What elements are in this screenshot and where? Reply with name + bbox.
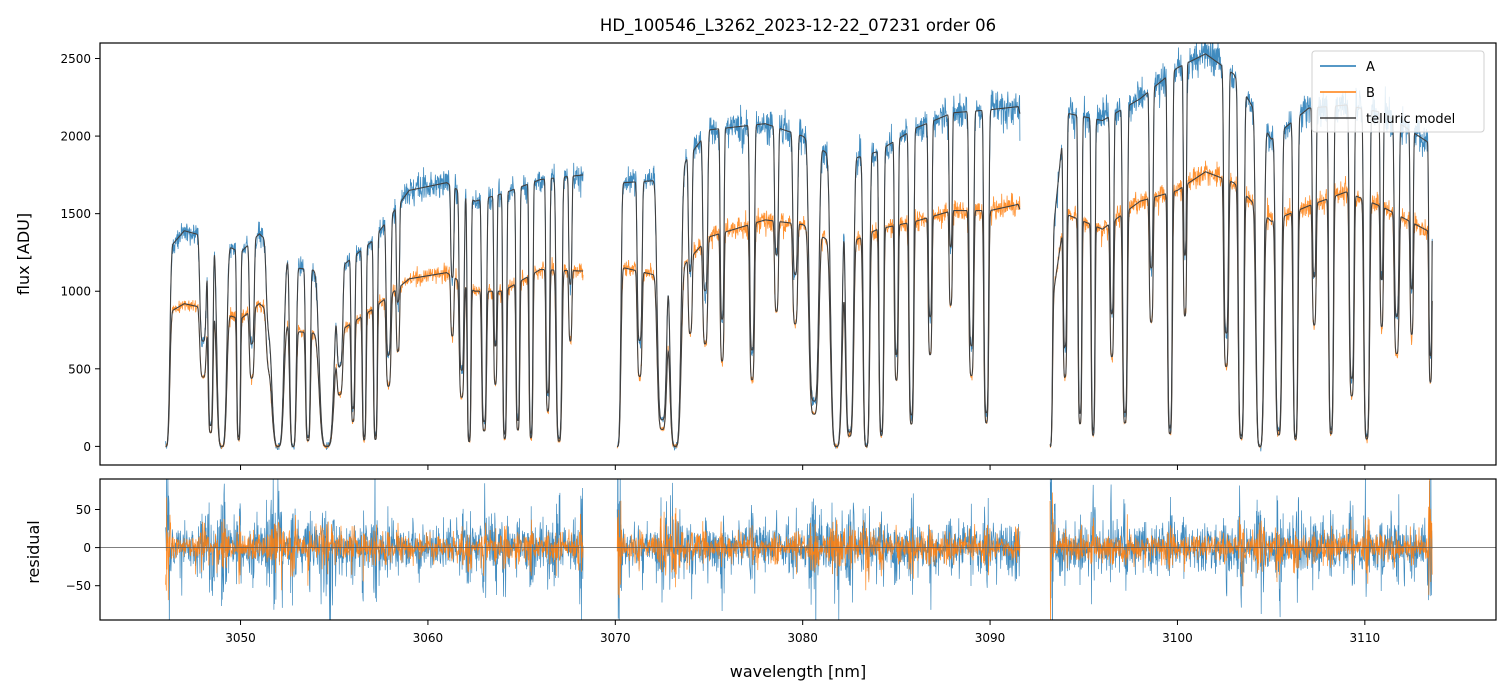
series-a-line-1 (616, 89, 1021, 451)
residual-ytick-label-0: 0 (83, 541, 91, 555)
residual-b-line-0 (165, 497, 584, 601)
legend: A B telluric model (1311, 50, 1485, 133)
model-a-line-1 (617, 106, 1021, 447)
residual-xtick-label-3090: 3090 (975, 631, 1006, 645)
model-b-line-2 (1049, 171, 1433, 447)
residual-xtick-label-3080: 3080 (787, 631, 818, 645)
flux-panel-frame (99, 42, 1497, 466)
flux-ytick-label-500: 500 (68, 362, 91, 376)
legend-label-b: B (1366, 86, 1375, 101)
model-b-line-0 (165, 268, 584, 447)
chart-title: HD_100546_L3262_2023-12-22_07231 order 0… (600, 16, 996, 36)
residual-a-line-1 (616, 479, 1021, 620)
flux-ytick-label-1000: 1000 (60, 285, 91, 299)
flux-ytick-label-2500: 2500 (60, 52, 91, 66)
legend-label-a: A (1366, 60, 1375, 75)
residual-b-line-1 (616, 500, 1021, 599)
legend-label-model: telluric model (1366, 112, 1455, 127)
flux-ylabel: flux [ADU] (14, 213, 33, 295)
legend-box (1311, 50, 1485, 133)
residual-panel: −50 0 50 3050 3060 3070 3080 3090 3100 3110 resi… (24, 478, 1497, 681)
residual-ylabel: residual (24, 520, 43, 583)
residual-xlabel: wavelength [nm] (730, 662, 867, 681)
residual-xtick-label-3100: 3100 (1162, 631, 1193, 645)
flux-panel: 0 500 1000 1500 2000 2500 flux [ADU] (14, 42, 1497, 470)
residual-xtick-label-3060: 3060 (413, 631, 444, 645)
residual-xtick-label-3070: 3070 (600, 631, 631, 645)
residual-b-line-2 (1049, 479, 1433, 620)
model-b-line-1 (617, 203, 1021, 447)
residual-ytick-label--50: −50 (66, 579, 91, 593)
residual-panel-frame (99, 478, 1497, 621)
residual-xtick-label-3110: 3110 (1350, 631, 1381, 645)
residual-xtick-label-3050: 3050 (225, 631, 256, 645)
residual-ytick-label-50: 50 (76, 503, 91, 517)
flux-ytick-label-1500: 1500 (60, 207, 91, 221)
flux-ytick-label-2000: 2000 (60, 130, 91, 144)
flux-ytick-label-0: 0 (83, 440, 91, 454)
